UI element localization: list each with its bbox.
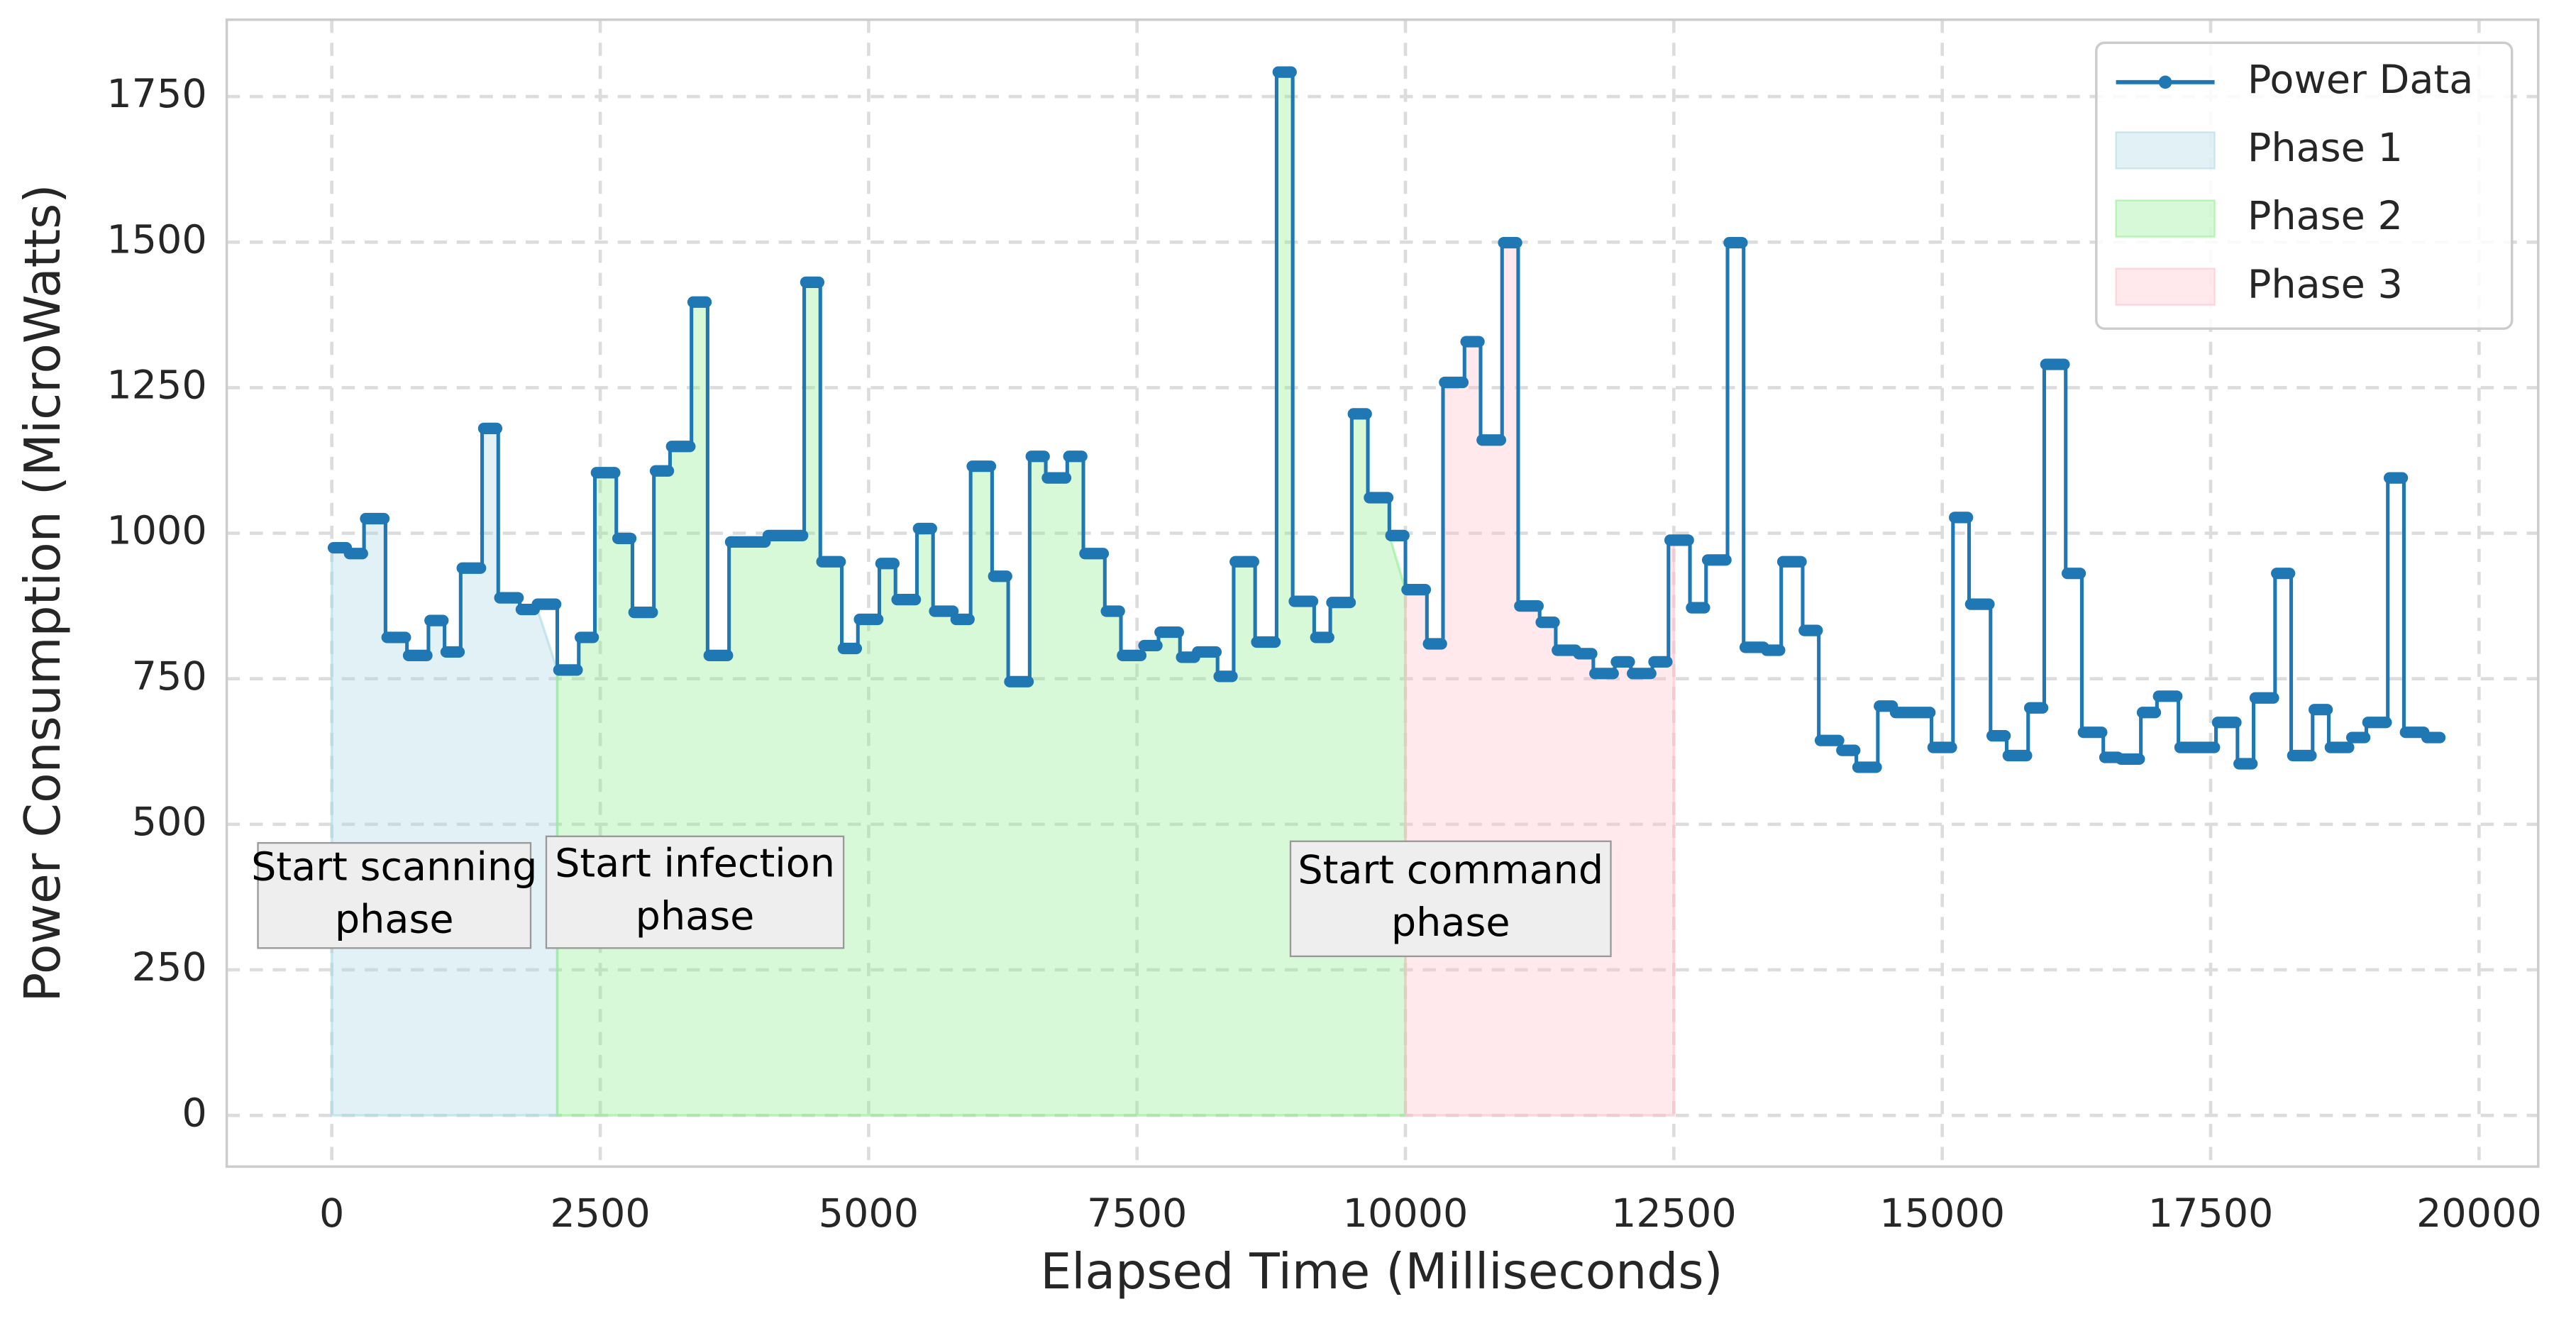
x-tick-label: 15000: [1879, 1190, 2005, 1237]
y-tick-label: 1000: [106, 508, 206, 554]
x-tick-label: 5000: [819, 1190, 919, 1237]
y-tick-label: 1250: [106, 363, 206, 409]
annotation-text: phase: [1391, 900, 1510, 946]
y-tick-label: 250: [132, 944, 207, 990]
legend-label: Phase 2: [2248, 193, 2403, 239]
y-tick-label: 1750: [106, 71, 206, 117]
y-tick-label: 500: [132, 799, 207, 845]
legend-box: [2095, 41, 2514, 330]
x-tick-label: 12500: [1611, 1190, 1737, 1237]
y-tick-label: 1500: [106, 216, 206, 263]
plot-frame: [225, 18, 2540, 1168]
y-tick-label: 750: [132, 653, 207, 700]
annotation-text: Start scanning: [251, 844, 537, 890]
annotation-box: [545, 835, 845, 949]
y-axis-label: Power Consumption (MicroWatts): [15, 184, 72, 1002]
annotation-text: phase: [636, 893, 755, 939]
x-tick-label: 2500: [550, 1190, 650, 1237]
annotation-text: Start infection: [555, 841, 835, 887]
legend-marker: [2158, 75, 2172, 89]
x-axis-label: Elapsed Time (Milliseconds): [1040, 1244, 1723, 1300]
x-tick-label: 17500: [2148, 1190, 2274, 1237]
annotation-text: Start command: [1298, 847, 1603, 893]
legend-label: Power Data: [2248, 57, 2473, 103]
legend-swatch: [2115, 131, 2216, 170]
x-tick-label: 10000: [1343, 1190, 1469, 1237]
legend-label: Phase 1: [2248, 125, 2403, 171]
legend-swatch: [2115, 199, 2216, 238]
x-tick-label: 7500: [1087, 1190, 1187, 1237]
legend-swatch: [2115, 267, 2216, 306]
legend-label: Phase 3: [2248, 261, 2403, 307]
x-tick-label: 20000: [2416, 1190, 2542, 1237]
annotation-text: phase: [335, 896, 454, 942]
annotation-box: [257, 841, 532, 949]
y-tick-label: 0: [182, 1090, 206, 1136]
annotation-box: [1289, 840, 1612, 958]
x-tick-label: 0: [319, 1190, 344, 1237]
